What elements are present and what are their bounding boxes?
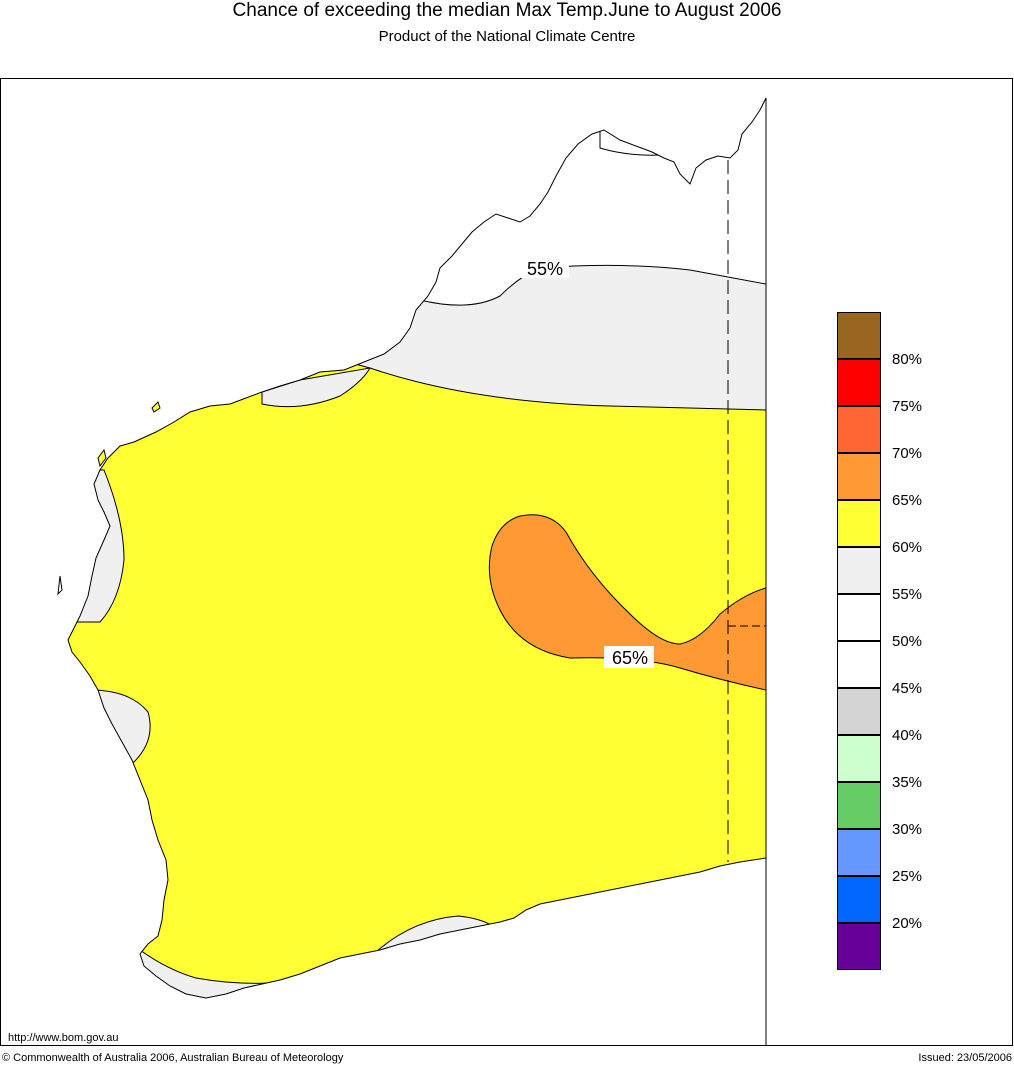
island-west — [57, 575, 63, 596]
map-subtitle: Product of the National Climate Centre — [378, 28, 636, 45]
legend-swatch — [837, 594, 881, 641]
legend-label: 35% — [892, 774, 923, 791]
legend-swatch — [837, 829, 881, 876]
contour-label-65: 65% — [612, 648, 648, 668]
contour-label-55: 55% — [527, 259, 563, 279]
island-shark-bay — [97, 448, 107, 468]
contour-band-top — [599, 98, 701, 156]
legend-swatch — [837, 735, 881, 782]
legend-label: 65% — [892, 492, 923, 509]
legend-swatch — [837, 688, 881, 735]
legend-swatch — [837, 312, 881, 359]
legend-swatch — [837, 782, 881, 829]
copyright-text: © Commonwealth of Australia 2006, Austra… — [2, 1052, 344, 1064]
legend-swatch — [837, 923, 881, 970]
legend-label: 75% — [892, 398, 923, 415]
legend-swatch — [837, 641, 881, 688]
legend-label: 80% — [892, 351, 923, 368]
legend-label: 60% — [892, 539, 923, 556]
legend-swatch — [837, 500, 881, 547]
legend-label: 20% — [892, 915, 923, 932]
legend-swatch — [837, 547, 881, 594]
legend-label: 45% — [892, 680, 923, 697]
contour-label-55-bg — [519, 256, 569, 278]
legend-label: 70% — [892, 445, 923, 462]
map-frame — [0, 78, 1013, 1046]
legend-swatch — [837, 453, 881, 500]
legend-swatch — [837, 876, 881, 923]
contour-band-65 — [488, 514, 766, 691]
map-title: Chance of exceeding the median Max Temp.… — [232, 0, 782, 21]
issued-date: Issued: 23/05/2006 — [918, 1052, 1012, 1064]
contour-band-55-west-shore — [261, 367, 371, 408]
legend-label: 30% — [892, 821, 923, 838]
legend-label: 25% — [892, 868, 923, 885]
legend-label: 50% — [892, 633, 923, 650]
legend-label: 55% — [892, 586, 923, 603]
legend-label: 40% — [892, 727, 923, 744]
legend-swatch — [837, 406, 881, 453]
map-canvas: 55% 65% — [57, 97, 767, 1046]
island-north — [151, 401, 161, 413]
source-url[interactable]: http://www.bom.gov.au — [8, 1032, 119, 1044]
legend-swatch — [837, 359, 881, 406]
contour-label-65-bg — [604, 646, 654, 668]
